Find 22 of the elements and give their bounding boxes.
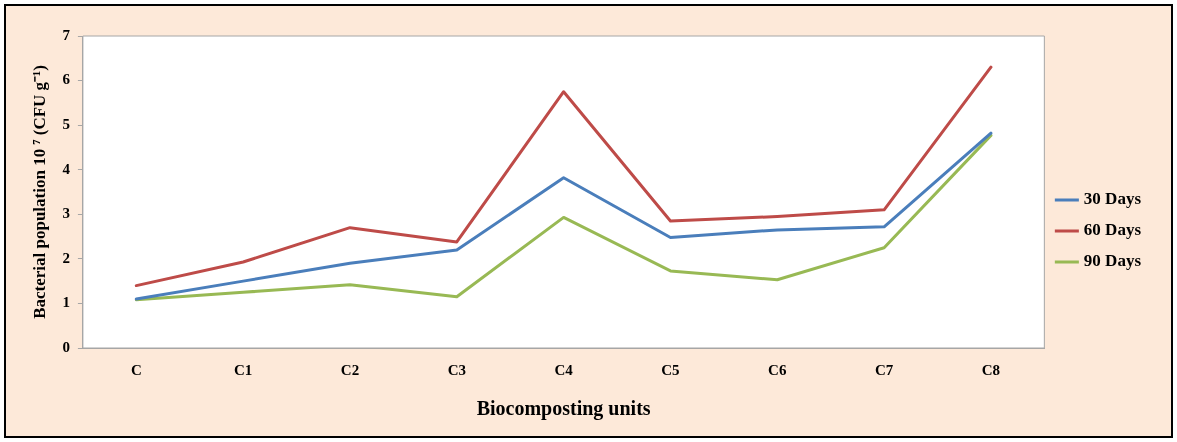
y-tick-label: 2 — [62, 249, 70, 266]
y-tick-label: 7 — [62, 26, 71, 43]
y-tick-label: 4 — [62, 160, 71, 177]
y-tick-label: 1 — [62, 294, 70, 311]
x-tick-label: C2 — [340, 361, 360, 378]
y-tick-label: 6 — [62, 71, 71, 88]
x-tick-label: C — [130, 361, 142, 378]
y-tick-label: 0 — [62, 338, 70, 355]
x-tick-label: C7 — [874, 361, 894, 378]
x-tick-label: C1 — [233, 361, 253, 378]
y-tick-label: 3 — [62, 205, 70, 222]
y-tick-label: 5 — [62, 116, 70, 133]
legend-label: 60 Days — [1083, 220, 1142, 240]
x-tick-label: C4 — [554, 361, 574, 378]
x-tick-label: C3 — [447, 361, 466, 378]
x-tick-label: C6 — [768, 361, 787, 378]
x-axis-title: Biocomposting units — [476, 397, 651, 421]
legend-label: 90 Days — [1083, 251, 1142, 271]
x-tick-label: C8 — [981, 361, 1001, 378]
x-tick-label: C5 — [661, 361, 680, 378]
legend-label: 30 Days — [1083, 189, 1142, 209]
y-axis-title: Bacterial population 10 ⁷ (CFU g⁻¹) — [29, 65, 49, 319]
